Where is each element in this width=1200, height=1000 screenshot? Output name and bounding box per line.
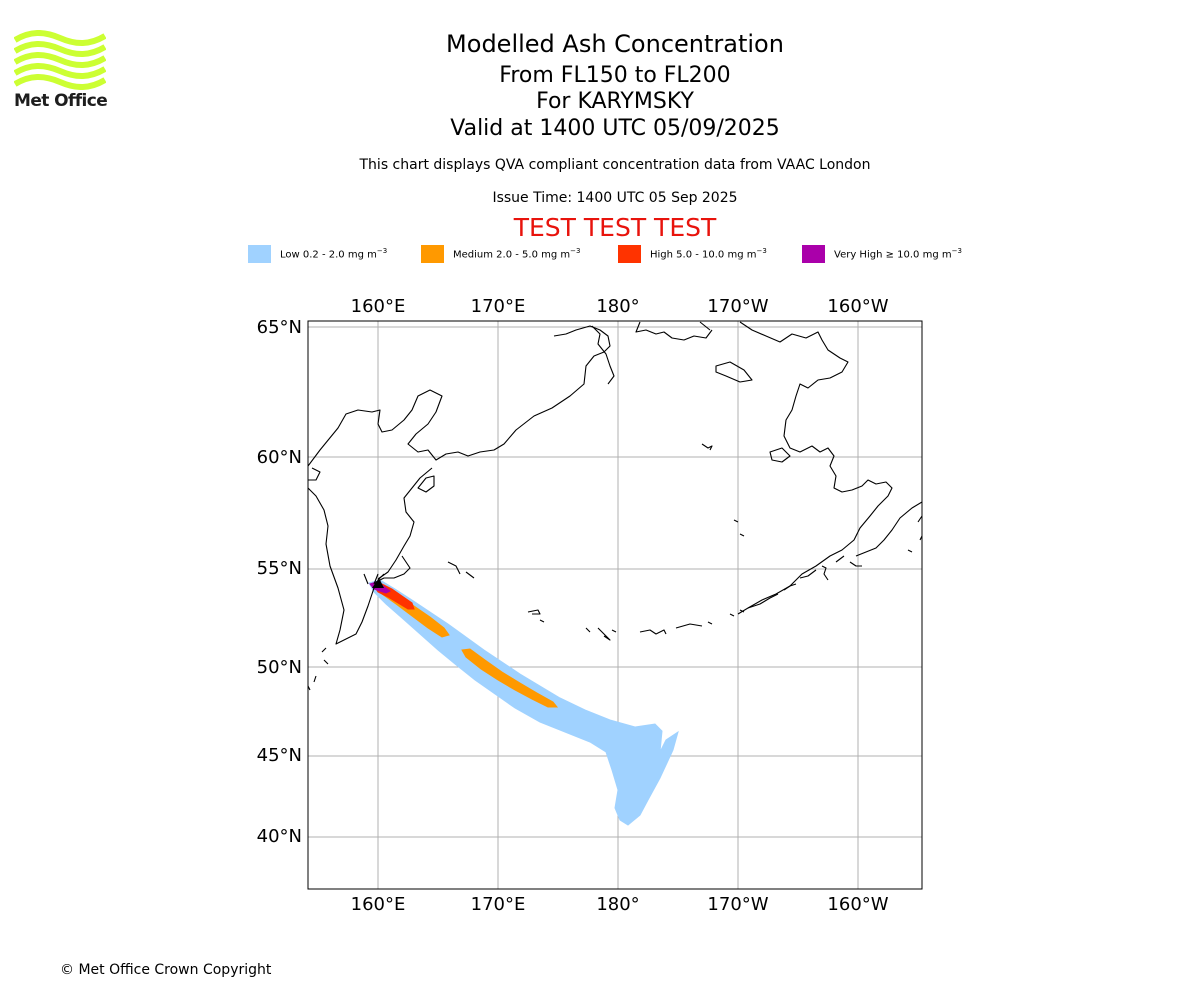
legend-exp-low: −3 — [376, 247, 388, 255]
lat-label-40n: 40°N — [257, 826, 302, 847]
legend-swatch-high — [618, 245, 641, 263]
logo-wave — [14, 63, 106, 79]
chart-title: Modelled Ash Concentration — [446, 30, 784, 58]
coastline-small-island-1 — [701, 443, 713, 451]
coastline-alaska-peninsula — [855, 501, 922, 557]
coastline-asia-mainland — [308, 325, 611, 467]
lon-label-bottom-160e: 160°E — [351, 894, 406, 915]
legend-exp-medium: −3 — [570, 247, 581, 255]
legend-swatch-very-high — [802, 245, 825, 263]
test-banner: TEST TEST TEST — [513, 213, 717, 242]
lon-label-bottom-170e: 170°E — [471, 894, 526, 915]
legend-exp-very-high: −3 — [951, 247, 962, 255]
coastline-small-island-2 — [733, 519, 745, 537]
volcano-name: For KARYMSKY — [536, 89, 694, 114]
coastline-commander-islands — [447, 561, 475, 579]
legend-label-high: High 5.0 - 10.0 mg m — [650, 249, 757, 261]
coastlines — [308, 321, 922, 691]
logo-wave — [14, 52, 106, 68]
coastline-aleutians — [527, 549, 913, 641]
lon-label-top-180: 180° — [596, 296, 639, 317]
coastline-kamchatka — [308, 467, 411, 645]
coastline-nunivak-island — [769, 447, 791, 463]
logo-waves-icon — [14, 30, 106, 90]
lat-label-50n: 50°N — [257, 657, 302, 678]
lat-label-60n: 60°N — [257, 447, 302, 468]
ash-medium-band-2 — [461, 648, 559, 708]
lon-label-top-160w: 160°W — [827, 296, 888, 317]
logo-wave — [14, 41, 106, 57]
coastline-alaska-west — [737, 321, 893, 615]
legend-label-low: Low 0.2 - 2.0 mg m — [280, 249, 377, 261]
coastline-alaska-east — [917, 515, 922, 541]
lon-labels-bottom: 160°E 170°E 180° 170°W 160°W — [351, 894, 889, 915]
issue-time: Issue Time: 1400 UTC 05 Sep 2025 — [492, 190, 738, 206]
lon-label-bottom-180: 180° — [596, 894, 639, 915]
legend-label-very-high: Very High ≥ 10.0 mg m — [834, 249, 952, 261]
lon-label-top-170e: 170°E — [471, 296, 526, 317]
logo-wave — [14, 74, 106, 90]
lon-label-bottom-160w: 160°W — [827, 894, 888, 915]
legend-exp-high: −3 — [756, 247, 767, 255]
lon-label-bottom-170w: 170°W — [707, 894, 768, 915]
logo-wave — [14, 30, 106, 46]
map-frame — [307, 320, 923, 890]
logo-text: Met Office — [14, 91, 108, 111]
valid-time: Valid at 1400 UTC 05/09/2025 — [450, 116, 780, 141]
flight-levels: From FL150 to FL200 — [499, 63, 731, 88]
lon-label-top-160e: 160°E — [351, 296, 406, 317]
legend-swatch-medium — [421, 245, 444, 263]
lat-labels: 65°N 60°N 55°N 50°N 45°N 40°N — [257, 317, 302, 847]
volcano-triangle-icon — [372, 578, 384, 588]
legend: Low 0.2 - 2.0 mg m−3 Medium 2.0 - 5.0 mg… — [0, 244, 1200, 264]
coastline-karaginsky-island — [417, 475, 435, 493]
copyright-notice: © Met Office Crown Copyright — [60, 962, 272, 978]
legend-swatch-low — [248, 245, 271, 263]
coastline-chukotka — [591, 321, 713, 385]
coastline-kuril-islands — [308, 647, 329, 691]
lat-label-65n: 65°N — [257, 317, 302, 338]
coastline-koryak — [377, 467, 433, 580]
lat-label-45n: 45°N — [257, 745, 302, 766]
met-office-logo: Met Office — [14, 30, 108, 112]
coastline-st-lawrence-island — [715, 361, 753, 383]
qva-note: This chart displays QVA compliant concen… — [359, 157, 871, 173]
lon-label-top-170w: 170°W — [707, 296, 768, 317]
ash-low-area — [368, 579, 679, 826]
lon-labels-top: 160°E 170°E 180° 170°W 160°W — [351, 296, 889, 317]
lat-label-55n: 55°N — [257, 558, 302, 579]
legend-label-medium: Medium 2.0 - 5.0 mg m — [453, 249, 571, 261]
